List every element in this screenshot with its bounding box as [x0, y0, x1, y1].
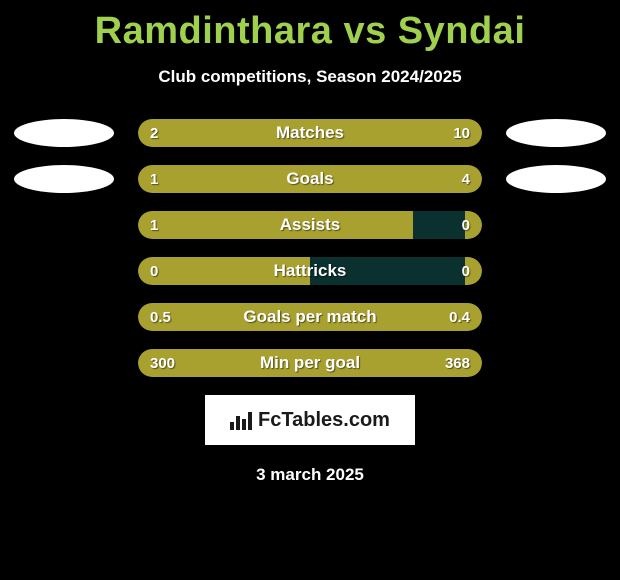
- stat-bar-right: [207, 165, 482, 193]
- stat-value-left: 300: [150, 349, 175, 377]
- spacer: [506, 211, 606, 239]
- stat-bar-track: 210Matches: [138, 119, 482, 147]
- logo-text: FcTables.com: [258, 409, 390, 432]
- date-text: 3 march 2025: [0, 465, 620, 485]
- page-title: Ramdinthara vs Syndai: [0, 10, 620, 53]
- stat-bar-left: [138, 257, 310, 285]
- stat-value-right: 0: [462, 257, 470, 285]
- spacer: [506, 303, 606, 331]
- spacer: [14, 257, 114, 285]
- stats-rows: 210Matches14Goals10Assists00Hattricks0.5…: [0, 119, 620, 377]
- stat-bar-track: 00Hattricks: [138, 257, 482, 285]
- stat-row: 0.50.4Goals per match: [0, 303, 620, 331]
- player-marker-left: [14, 165, 114, 193]
- stat-bar-track: 14Goals: [138, 165, 482, 193]
- spacer: [14, 349, 114, 377]
- stat-row: 00Hattricks: [0, 257, 620, 285]
- spacer: [506, 257, 606, 285]
- stat-value-left: 0: [150, 257, 158, 285]
- chart-bars-icon: [230, 410, 252, 430]
- stat-bar-right: [195, 119, 482, 147]
- stat-value-left: 1: [150, 211, 158, 239]
- stat-value-right: 4: [462, 165, 470, 193]
- spacer: [506, 349, 606, 377]
- stat-value-right: 10: [453, 119, 470, 147]
- stat-row: 10Assists: [0, 211, 620, 239]
- infographic-container: Ramdinthara vs Syndai Club competitions,…: [0, 0, 620, 485]
- player-marker-left: [14, 119, 114, 147]
- stat-row: 210Matches: [0, 119, 620, 147]
- player-marker-right: [506, 119, 606, 147]
- stat-value-right: 0.4: [449, 303, 470, 331]
- stat-row: 14Goals: [0, 165, 620, 193]
- stat-value-right: 368: [445, 349, 470, 377]
- stat-value-left: 1: [150, 165, 158, 193]
- stat-bar-track: 10Assists: [138, 211, 482, 239]
- logo-box: FcTables.com: [205, 395, 415, 445]
- stat-value-right: 0: [462, 211, 470, 239]
- spacer: [14, 211, 114, 239]
- stat-bar-track: 300368Min per goal: [138, 349, 482, 377]
- stat-value-left: 0.5: [150, 303, 171, 331]
- spacer: [14, 303, 114, 331]
- stat-bar-left: [138, 211, 413, 239]
- stat-bar-track: 0.50.4Goals per match: [138, 303, 482, 331]
- subtitle: Club competitions, Season 2024/2025: [0, 67, 620, 87]
- player-marker-right: [506, 165, 606, 193]
- stat-row: 300368Min per goal: [0, 349, 620, 377]
- stat-bar-left: [138, 165, 207, 193]
- stat-value-left: 2: [150, 119, 158, 147]
- stat-bar-left: [138, 119, 195, 147]
